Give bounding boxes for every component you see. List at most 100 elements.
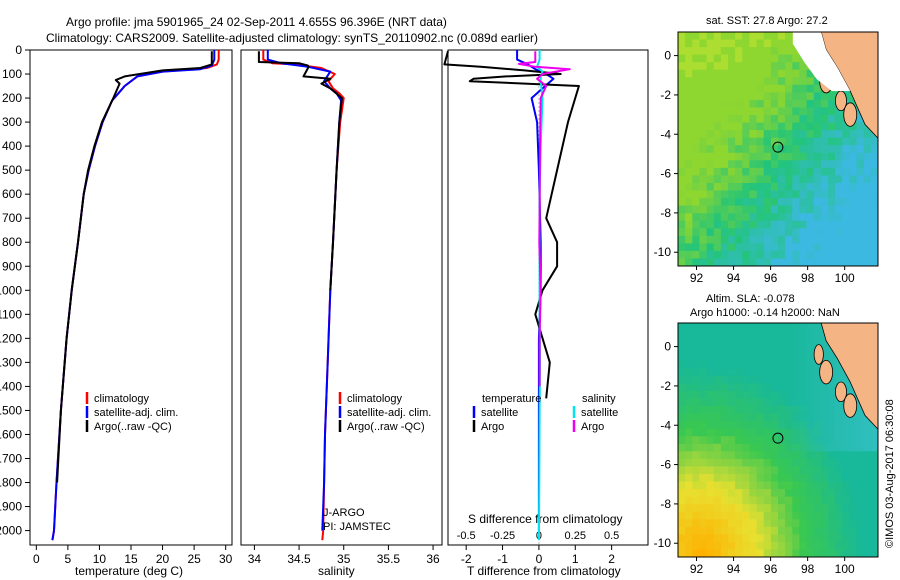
legend-label-argo: Argo(..raw -QC): [347, 421, 425, 433]
map-cell: [685, 99, 693, 108]
map-cell: [785, 496, 793, 505]
map-cell: [706, 443, 715, 452]
map-cell: [778, 549, 786, 557]
map-cell: [828, 160, 836, 169]
map-cell: [792, 175, 800, 184]
map-cell: [770, 84, 779, 93]
map-cell: [706, 458, 715, 467]
map-cell: [699, 443, 708, 452]
map-cell: [692, 122, 700, 131]
map-cell: [770, 390, 779, 399]
island: [843, 393, 858, 418]
map-cell: [699, 69, 708, 78]
map-cell: [863, 474, 872, 483]
sla-map-title-line1: Altim. SLA: -0.078: [706, 293, 795, 305]
sumatra-land: [820, 32, 878, 139]
map-cell: [778, 398, 786, 407]
map-cell: [806, 534, 815, 543]
map-cell: [735, 145, 743, 154]
map-cell: [713, 496, 722, 505]
map-cell: [842, 228, 850, 237]
map-cell: [778, 413, 786, 422]
map-cell: [699, 77, 708, 86]
map-cell: [778, 375, 786, 384]
map-cell: [756, 175, 765, 184]
map-cell: [713, 413, 722, 422]
map-cell: [770, 137, 779, 146]
map-cell: [699, 137, 708, 146]
map-cell: [806, 122, 815, 131]
x-tick-label: 2: [608, 552, 615, 566]
map-cell: [870, 198, 878, 207]
map-cell: [820, 474, 829, 483]
map-cell: [706, 84, 715, 93]
map-cell: [692, 258, 700, 266]
map-cell: [713, 338, 722, 347]
salinity-panel-frame: [240, 49, 443, 546]
map-cell: [706, 160, 715, 169]
map-cell: [778, 526, 786, 535]
map-cell: [713, 368, 722, 377]
salinity-plot: 34 34.5 35 35.5 36: [248, 50, 440, 566]
map-cell: [813, 383, 822, 392]
map-cell: [742, 338, 750, 347]
map-cell: [835, 481, 843, 490]
map-cell: [735, 549, 743, 557]
map-cell: [828, 443, 836, 452]
y-tick-label: 200: [2, 91, 22, 105]
map-cell: [699, 39, 708, 48]
map-cell: [770, 360, 779, 369]
map-cell: [706, 220, 715, 229]
sumatra-land: [820, 323, 878, 430]
map-cell: [749, 250, 758, 259]
map-cell: [678, 398, 686, 407]
map-y-tick-label: 0: [664, 340, 671, 354]
map-cell: [792, 383, 800, 392]
map-cell: [785, 504, 793, 513]
map-cell: [863, 451, 872, 460]
map-cell: [763, 228, 772, 237]
map-cell: [678, 383, 686, 392]
map-cell: [742, 243, 750, 252]
map-cell: [792, 436, 800, 445]
map-cell: [870, 526, 878, 535]
map-cell: [828, 198, 836, 207]
map-cell: [856, 489, 865, 498]
map-cell: [678, 235, 686, 244]
map-cell: [720, 496, 729, 505]
map-cell: [870, 504, 878, 513]
map-cell: [742, 481, 750, 490]
map-cell: [692, 428, 700, 437]
map-cell: [835, 213, 843, 222]
map-cell: [706, 32, 715, 41]
map-cell: [806, 228, 815, 237]
map-cell: [763, 541, 772, 550]
map-cell: [770, 32, 779, 41]
map-cell: [699, 519, 708, 528]
map-cell: [742, 504, 750, 513]
map-cell: [806, 160, 815, 169]
map-cell: [785, 220, 793, 229]
map-cell: [849, 130, 858, 139]
map-cell: [692, 383, 700, 392]
map-cell: [785, 115, 793, 124]
map-cell: [770, 406, 779, 415]
map-cell: [735, 175, 743, 184]
map-cell: [749, 145, 758, 154]
map-cell: [742, 526, 750, 535]
map-cell: [692, 436, 700, 445]
map-cell: [828, 183, 836, 192]
map-cell: [699, 398, 708, 407]
map-cell: [792, 458, 800, 467]
map-cell: [778, 84, 786, 93]
map-cell: [770, 122, 779, 131]
map-cell: [742, 228, 750, 237]
x-tick-label: -2: [461, 552, 472, 566]
map-cell: [828, 413, 836, 422]
y-tick-label: 500: [2, 163, 22, 177]
map-cell: [806, 458, 815, 467]
map-cell: [820, 220, 829, 229]
map-cell: [763, 92, 772, 101]
map-cell: [806, 145, 815, 154]
legend-salinity-heading: salinity: [582, 393, 616, 405]
